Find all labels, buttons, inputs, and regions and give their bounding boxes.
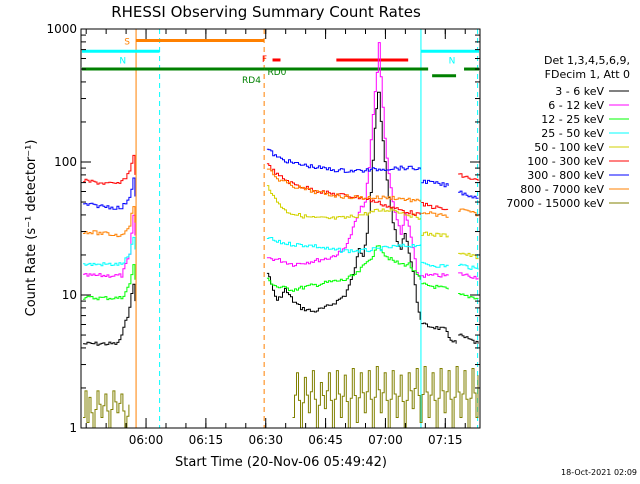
- status-bar-label: F: [262, 55, 267, 65]
- series-300-800-kev: [83, 148, 479, 210]
- chart-title: RHESSI Observing Summary Count Rates: [111, 3, 421, 21]
- legend: Det 1,3,4,5,6,9,FDecim 1, Att 0 3 - 6 keV…: [506, 54, 630, 210]
- series-trace: [421, 231, 449, 238]
- series-trace: [421, 322, 457, 344]
- status-bar-label: N: [449, 56, 456, 66]
- x-tick-label: 07:00: [368, 433, 403, 447]
- series-trace: [458, 190, 479, 199]
- series-trace: [83, 154, 136, 185]
- status-bar-label: S: [124, 37, 130, 47]
- y-tick-label: 10: [62, 288, 77, 302]
- footer-timestamp: 18-Oct-2021 02:09: [561, 468, 637, 477]
- series-trace: [421, 261, 449, 268]
- x-axis-label: Start Time (20-Nov-06 05:49:42): [175, 455, 387, 470]
- series-trace: [83, 264, 136, 301]
- series-3-6-kev: [83, 91, 479, 346]
- vertical-markers: [135, 29, 479, 428]
- series-trace: [83, 236, 136, 267]
- y-axis-label: Count Rate (s⁻¹ detector⁻¹): [24, 140, 39, 317]
- series-trace: [292, 366, 479, 428]
- series-lines: [83, 42, 479, 428]
- legend-header: Det 1,3,4,5,6,9,: [544, 54, 630, 67]
- series-trace: [83, 177, 136, 210]
- status-bar-label: RD4: [242, 76, 261, 86]
- series-trace: [266, 91, 421, 320]
- series-trace: [421, 179, 449, 188]
- status-bar-label: N: [119, 56, 126, 66]
- y-tick-label: 100: [54, 155, 77, 169]
- legend-entry-label: 300 - 800 keV: [527, 169, 604, 182]
- status-bar-label: RD0: [267, 68, 286, 78]
- legend-header: FDecim 1, Att 0: [545, 68, 630, 81]
- series-100-300-kev: [83, 154, 479, 216]
- x-tick-label: 06:00: [129, 433, 164, 447]
- legend-entry-label: 7000 - 15000 keV: [506, 197, 604, 210]
- series-trace: [458, 208, 479, 217]
- series-trace: [421, 273, 449, 278]
- plot-frame: [80, 28, 481, 429]
- series-trace: [266, 163, 421, 216]
- series-trace: [458, 263, 479, 270]
- series-trace: [458, 272, 479, 280]
- legend-entry-label: 800 - 7000 keV: [520, 183, 604, 196]
- y-tick-label: 1000: [46, 22, 77, 36]
- series-trace: [266, 185, 421, 220]
- series-12-25-kev: [83, 245, 479, 301]
- legend-entry-label: 3 - 6 keV: [555, 85, 604, 98]
- x-tick-label: 06:30: [248, 433, 283, 447]
- series-trace: [458, 333, 479, 344]
- x-tick-label: 06:15: [189, 433, 224, 447]
- series-800-7000-kev: [83, 168, 479, 238]
- legend-entry-label: 12 - 25 keV: [541, 113, 604, 126]
- series-trace: [421, 202, 449, 211]
- series-trace: [458, 293, 479, 300]
- x-tick-label: 06:45: [308, 433, 343, 447]
- axes: 1 10 100 1000 06:00 06:15 06:30 06:45 07:00 07:15: [46, 22, 480, 447]
- series-trace: [266, 168, 421, 203]
- series-trace: [83, 390, 130, 428]
- series-trace: [266, 245, 421, 292]
- series-trace: [266, 148, 421, 173]
- series-trace: [83, 214, 136, 278]
- series-6-12-kev: [83, 42, 479, 280]
- series-7000-15000-kev: [83, 366, 479, 428]
- series-25-50-kev: [83, 236, 479, 270]
- legend-entry-label: 25 - 50 keV: [541, 127, 604, 140]
- series-trace: [83, 206, 136, 238]
- series-trace: [266, 42, 421, 280]
- series-trace: [421, 282, 449, 290]
- y-tick-label: 1: [69, 421, 77, 435]
- series-trace: [83, 283, 136, 346]
- series-trace: [266, 237, 421, 254]
- series-trace: [458, 173, 479, 181]
- x-tick-label: 07:15: [428, 433, 463, 447]
- legend-entry-label: 50 - 100 keV: [534, 141, 604, 154]
- series-trace: [421, 211, 449, 218]
- legend-entry-label: 6 - 12 keV: [548, 99, 604, 112]
- legend-entry-label: 100 - 300 keV: [527, 155, 604, 168]
